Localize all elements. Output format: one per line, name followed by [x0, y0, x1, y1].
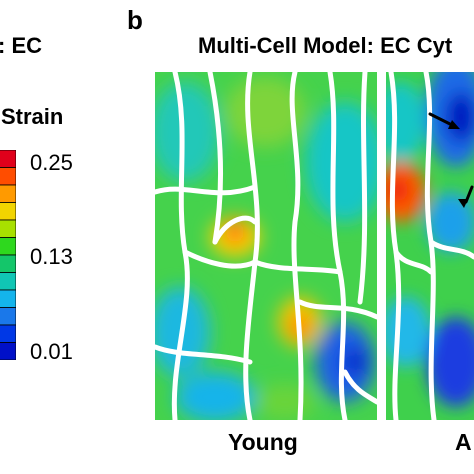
colorbar-segment: [0, 254, 16, 273]
scale-tick-max: 0.25: [30, 150, 73, 175]
colorbar-segment: [0, 237, 16, 256]
aged-strain-map: [386, 72, 474, 420]
colorbar-segment: [0, 184, 16, 203]
panel-b-title: Multi-Cell Model: EC Cyt: [198, 33, 453, 58]
scale-tick-min: 0.01: [30, 339, 73, 364]
colorbar-segment: [0, 202, 16, 221]
caption-young: Young: [228, 429, 298, 455]
colorbar-segment: [0, 289, 16, 308]
colorbar-segment: [0, 219, 16, 238]
colorbar-segment: [0, 150, 16, 168]
young-strain-map: [155, 72, 377, 420]
colorbar-segment: [0, 307, 16, 326]
panel-b-letter: b: [127, 5, 143, 35]
panel-a-title-fragment: : EC: [0, 33, 42, 58]
colorbar-segment: [0, 342, 16, 360]
caption-aged: A: [455, 429, 472, 455]
strain-scale-title: Strain: [1, 104, 64, 129]
arrow-top: [428, 112, 456, 128]
colorbar-segment: [0, 167, 16, 186]
colorbar-segment: [0, 272, 16, 291]
strain-colorbar: [0, 150, 16, 360]
scale-tick-mid: 0.13: [30, 244, 73, 269]
colorbar-segment: [0, 324, 16, 343]
